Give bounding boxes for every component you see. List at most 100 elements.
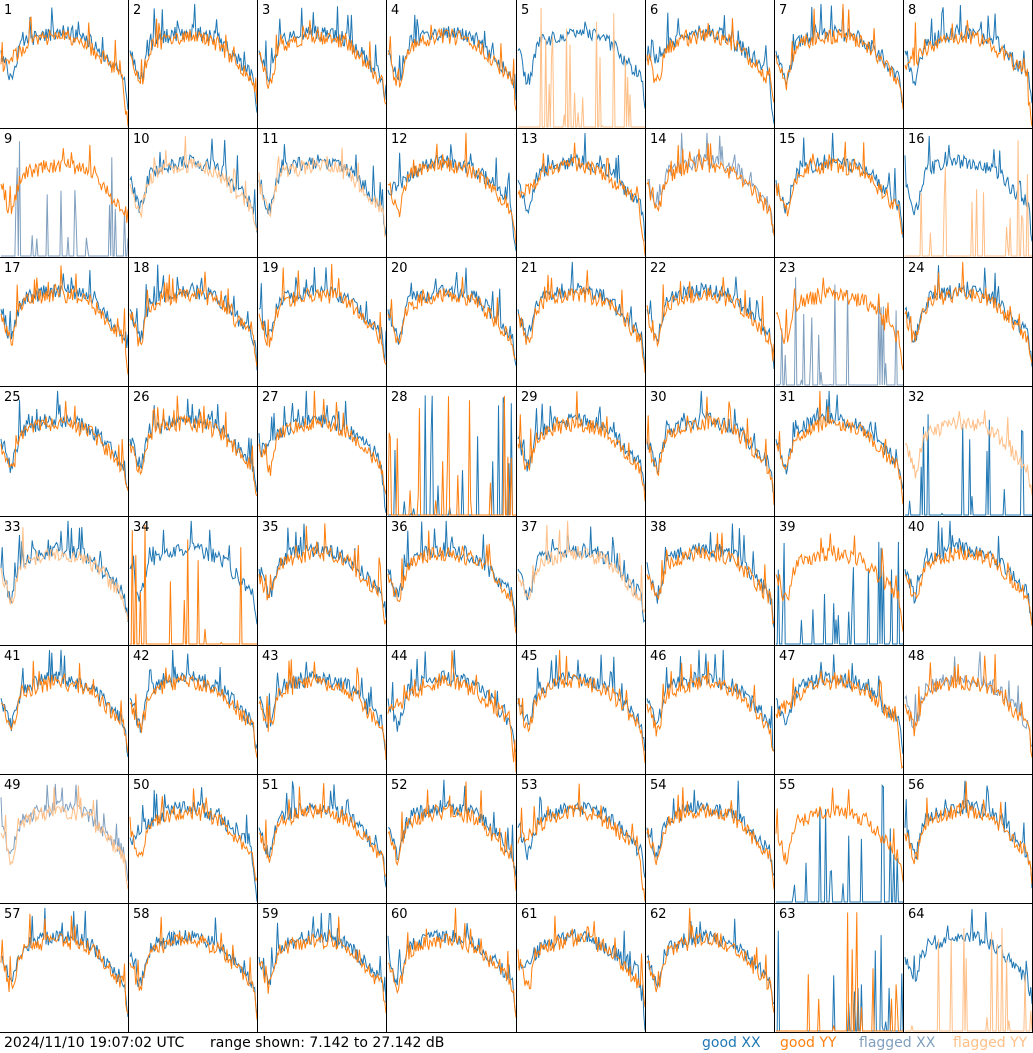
panel-37-yy-line [517, 520, 645, 614]
panel-44-plot [387, 649, 516, 773]
panel-31-xx-line [775, 390, 903, 490]
panel-57-yy-line [0, 913, 128, 1014]
panel-24: 24 [904, 258, 1033, 387]
panel-label: 5 [521, 3, 530, 18]
panel-1: 1 [0, 0, 129, 129]
panel-39-plot [775, 533, 903, 645]
panel-35: 35 [258, 517, 387, 646]
panel-25-plot [0, 390, 128, 491]
panel-53-xx-line [517, 796, 645, 878]
panel-53-plot [517, 783, 645, 902]
panel-28-yy-line [387, 395, 516, 516]
panel-label: 56 [908, 778, 925, 793]
panel-54-plot [646, 780, 774, 890]
panel-29-xx-line [517, 403, 645, 491]
panel-8-yy-line [904, 20, 1032, 127]
legend-good-xx-pol: XX [741, 1035, 761, 1051]
panel-32-plot [904, 410, 1032, 516]
panel-24-yy-line [904, 261, 1032, 364]
panel-8-plot [904, 4, 1032, 127]
panel-label: 21 [521, 261, 538, 276]
panel-59-yy-line [258, 916, 386, 1014]
panel-1-xx-line [0, 7, 128, 111]
panel-59: 59 [258, 904, 387, 1033]
footer: 2024/11/10 19:07:02 UTC range shown: 7.1… [0, 1033, 1033, 1053]
panel-16-yy-line [905, 140, 1032, 257]
panel-label: 20 [391, 261, 408, 276]
panel-8: 8 [904, 0, 1033, 129]
panel-46-yy-line [646, 661, 774, 752]
panel-label: 26 [133, 390, 150, 405]
panel-48-plot [904, 651, 1032, 758]
panel-24-xx-line [904, 265, 1032, 367]
panel-19-yy-line [258, 263, 386, 365]
panel-49-yy-line [0, 785, 128, 890]
panel-5-xx-line [517, 21, 645, 109]
panel-29-plot [517, 391, 645, 502]
panel-45-xx-line [517, 654, 645, 751]
panel-14-xx-line [646, 132, 774, 234]
panel-label: 24 [908, 261, 925, 276]
panel-64: 64 [904, 904, 1033, 1033]
panel-18-yy-line [129, 271, 257, 367]
panel-49: 49 [0, 775, 129, 904]
panel-34-xx-line [129, 520, 257, 625]
panel-12-yy-line [387, 132, 516, 245]
panel-50-yy-line [129, 788, 257, 882]
panel-label: 30 [650, 390, 667, 405]
panel-label: 40 [908, 520, 925, 535]
panel-45: 45 [517, 646, 646, 775]
panel-25-yy-line [0, 400, 128, 491]
panel-4-plot [387, 14, 516, 111]
panel-6-plot [646, 12, 774, 124]
panel-43-yy-line [258, 659, 386, 760]
panel-49-plot [0, 783, 128, 890]
panel-label: 28 [391, 390, 408, 405]
panel-49-xx-line [0, 783, 128, 881]
panel-18: 18 [129, 258, 258, 387]
panel-61-plot [517, 915, 645, 1031]
panel-55: 55 [775, 775, 904, 904]
panel-30-xx-line [646, 390, 774, 494]
panel-30-plot [646, 390, 774, 506]
panel-12-xx-line [387, 144, 516, 251]
panel-10: 10 [129, 129, 258, 258]
panel-label: 17 [4, 261, 21, 276]
panel-7: 7 [775, 0, 904, 129]
panel-42: 42 [129, 646, 258, 775]
panel-26: 26 [129, 387, 258, 517]
panel-13-yy-line [517, 142, 645, 256]
panel-33-xx-line [0, 520, 128, 622]
panel-label: 37 [521, 520, 538, 535]
panel-11-yy-line [258, 147, 386, 238]
panel-label: 42 [133, 649, 150, 664]
panel-50: 50 [129, 775, 258, 904]
panel-22-plot [646, 276, 774, 370]
panel-60-plot [387, 907, 516, 1018]
panel-3: 3 [258, 0, 387, 129]
panel-19-plot [258, 263, 386, 365]
panel-label: 18 [133, 261, 150, 276]
panel-53: 53 [517, 775, 646, 904]
panel-label: 12 [391, 132, 408, 147]
panel-58-yy-line [129, 916, 257, 1020]
panel-15: 15 [775, 129, 904, 258]
panel-21-xx-line [517, 261, 645, 367]
panel-58: 58 [129, 904, 258, 1033]
panel-1-yy-line [0, 16, 128, 127]
panel-53-yy-line [517, 783, 645, 902]
panel-52: 52 [387, 775, 517, 904]
panel-label: 43 [262, 649, 279, 664]
panel-9-yy-line [0, 144, 128, 223]
panel-label: 27 [262, 390, 279, 405]
panel-label: 44 [391, 649, 408, 664]
panel-27-xx-line [258, 390, 386, 513]
panel-32-yy-line [904, 410, 1032, 495]
panel-21-yy-line [517, 270, 645, 373]
panel-2: 2 [129, 0, 258, 129]
panel-31: 31 [775, 387, 904, 517]
panel-40-plot [904, 520, 1032, 626]
panel-6-xx-line [646, 12, 774, 124]
panel-11: 11 [258, 129, 387, 258]
